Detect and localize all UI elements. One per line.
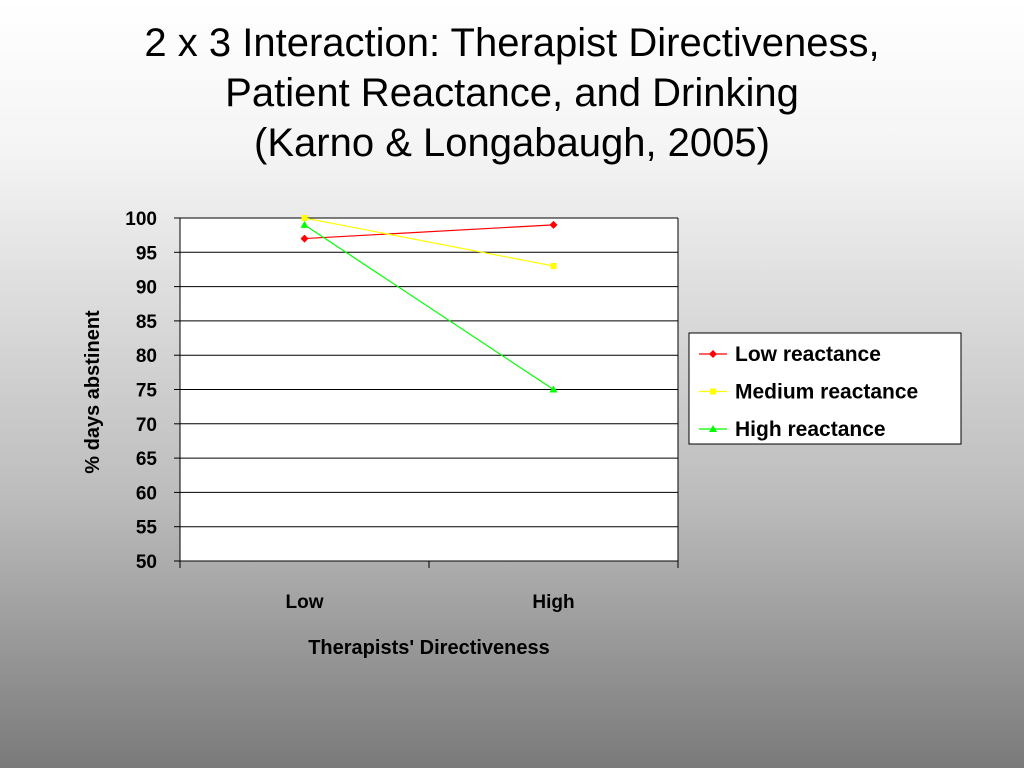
y-tick-label: 95 — [136, 243, 158, 264]
series-low-reactance — [300, 220, 558, 243]
y-tick-label: 65 — [136, 449, 158, 470]
y-tick-label: 50 — [136, 552, 157, 573]
title-line: Patient Reactance, and Drinking — [225, 71, 799, 115]
slide-title: 2 x 3 Interaction: Therapist Directivene… — [0, 18, 1024, 168]
gridlines — [174, 217, 678, 562]
x-tick-label: High — [532, 592, 574, 613]
title-line: 2 x 3 Interaction: Therapist Directivene… — [144, 21, 880, 65]
legend-label: High reactance — [735, 418, 886, 441]
series-group — [300, 215, 558, 393]
square-marker — [550, 263, 557, 270]
legend: Low reactance Medium reactance High reacta… — [688, 332, 962, 445]
y-tick-labels: 100 95 90 85 80 75 70 65 60 55 50 — [125, 209, 157, 573]
y-tick-label: 55 — [136, 518, 158, 539]
x-tick-labels: Low High — [286, 592, 575, 613]
triangle-marker — [549, 385, 558, 393]
y-tick-label: 90 — [136, 278, 157, 299]
diamond-marker — [300, 234, 309, 243]
series-medium-reactance — [301, 215, 557, 270]
legend-label: Low reactance — [735, 343, 881, 366]
x-tick-label: Low — [286, 592, 324, 613]
y-tick-label: 70 — [136, 415, 157, 436]
legend-box — [688, 332, 962, 445]
y-tick-label: 100 — [125, 209, 157, 230]
triangle-marker — [300, 220, 309, 228]
y-axis-title: % days abstinent — [82, 310, 104, 474]
diamond-marker — [709, 350, 717, 358]
diamond-marker — [549, 220, 558, 229]
series-line — [304, 224, 554, 240]
title-line: (Karno & Longabaugh, 2005) — [254, 121, 770, 165]
series-line — [304, 224, 554, 391]
triangle-marker — [709, 425, 717, 432]
y-tick-label: 85 — [136, 312, 158, 333]
y-tick-label: 60 — [136, 483, 157, 504]
series-line — [304, 217, 554, 267]
x-axis-title: Therapists' Directiveness — [308, 637, 550, 659]
legend-item: Low reactance — [699, 343, 881, 366]
square-marker — [301, 215, 308, 221]
legend-label: Medium reactance — [735, 381, 918, 404]
y-tick-label: 75 — [136, 381, 158, 402]
series-high-reactance — [300, 220, 558, 393]
axes — [179, 218, 679, 568]
y-tick-label: 80 — [136, 346, 157, 367]
legend-item: High reactance — [699, 418, 886, 441]
square-marker — [710, 388, 716, 395]
legend-item: Medium reactance — [699, 381, 918, 404]
